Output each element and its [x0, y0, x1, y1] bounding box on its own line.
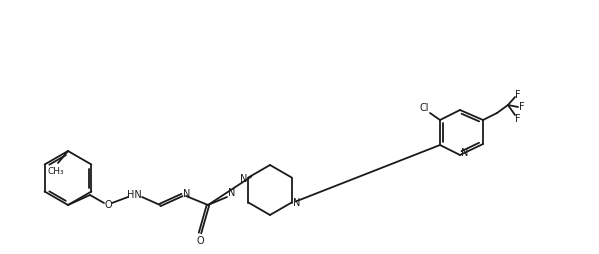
Text: N: N [240, 173, 247, 183]
Text: F: F [515, 90, 521, 100]
Text: N: N [461, 148, 468, 158]
Text: O: O [104, 200, 112, 210]
Text: CH₃: CH₃ [48, 167, 64, 176]
Text: F: F [519, 102, 525, 112]
Text: F: F [515, 114, 521, 124]
Text: HN: HN [126, 190, 141, 200]
Text: N: N [228, 188, 235, 198]
Text: Cl: Cl [419, 103, 429, 113]
Text: N: N [293, 198, 300, 209]
Text: N: N [183, 189, 190, 199]
Text: O: O [196, 236, 204, 246]
